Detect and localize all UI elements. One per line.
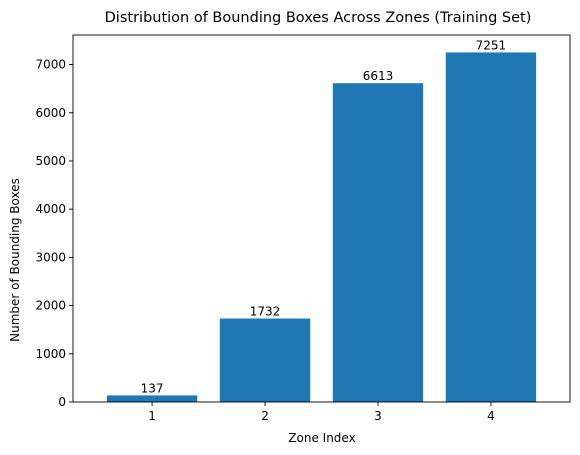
data-label-zone-3: 6613: [363, 69, 394, 83]
x-axis-label: Zone Index: [288, 431, 355, 445]
x-tick-label: 2: [261, 409, 269, 423]
y-tick-label: 3000: [35, 250, 66, 264]
data-label-zone-2: 1732: [250, 305, 281, 319]
plot-frame: [72, 34, 571, 403]
data-label-zone-4: 7251: [476, 38, 507, 52]
y-tick-label: 1000: [35, 347, 66, 361]
y-tick-label: 0: [58, 395, 66, 409]
data-labels-group: 137 1732 6613 7251: [141, 38, 507, 395]
bar-zone-4: [445, 52, 537, 403]
bar-zone-1: [106, 395, 198, 402]
y-tick-label: 6000: [35, 106, 66, 120]
x-axis: 1 2 3 4: [148, 402, 495, 423]
bars-group: [106, 52, 537, 403]
y-axis: 0 1000 2000 3000 4000 5000 6000 7000: [35, 58, 73, 409]
data-label-zone-1: 137: [141, 381, 164, 395]
y-tick-label: 2000: [35, 299, 66, 313]
y-axis-label: Number of Bounding Boxes: [8, 178, 22, 342]
y-tick-label: 5000: [35, 154, 66, 168]
bar-zone-2: [219, 318, 311, 402]
bar-zone-3: [332, 83, 424, 402]
x-tick-label: 3: [374, 409, 382, 423]
x-tick-label: 4: [487, 409, 495, 423]
x-tick-label: 1: [148, 409, 156, 423]
y-tick-label: 7000: [35, 58, 66, 72]
y-tick-label: 4000: [35, 202, 66, 216]
chart-title: Distribution of Bounding Boxes Across Zo…: [105, 10, 532, 26]
